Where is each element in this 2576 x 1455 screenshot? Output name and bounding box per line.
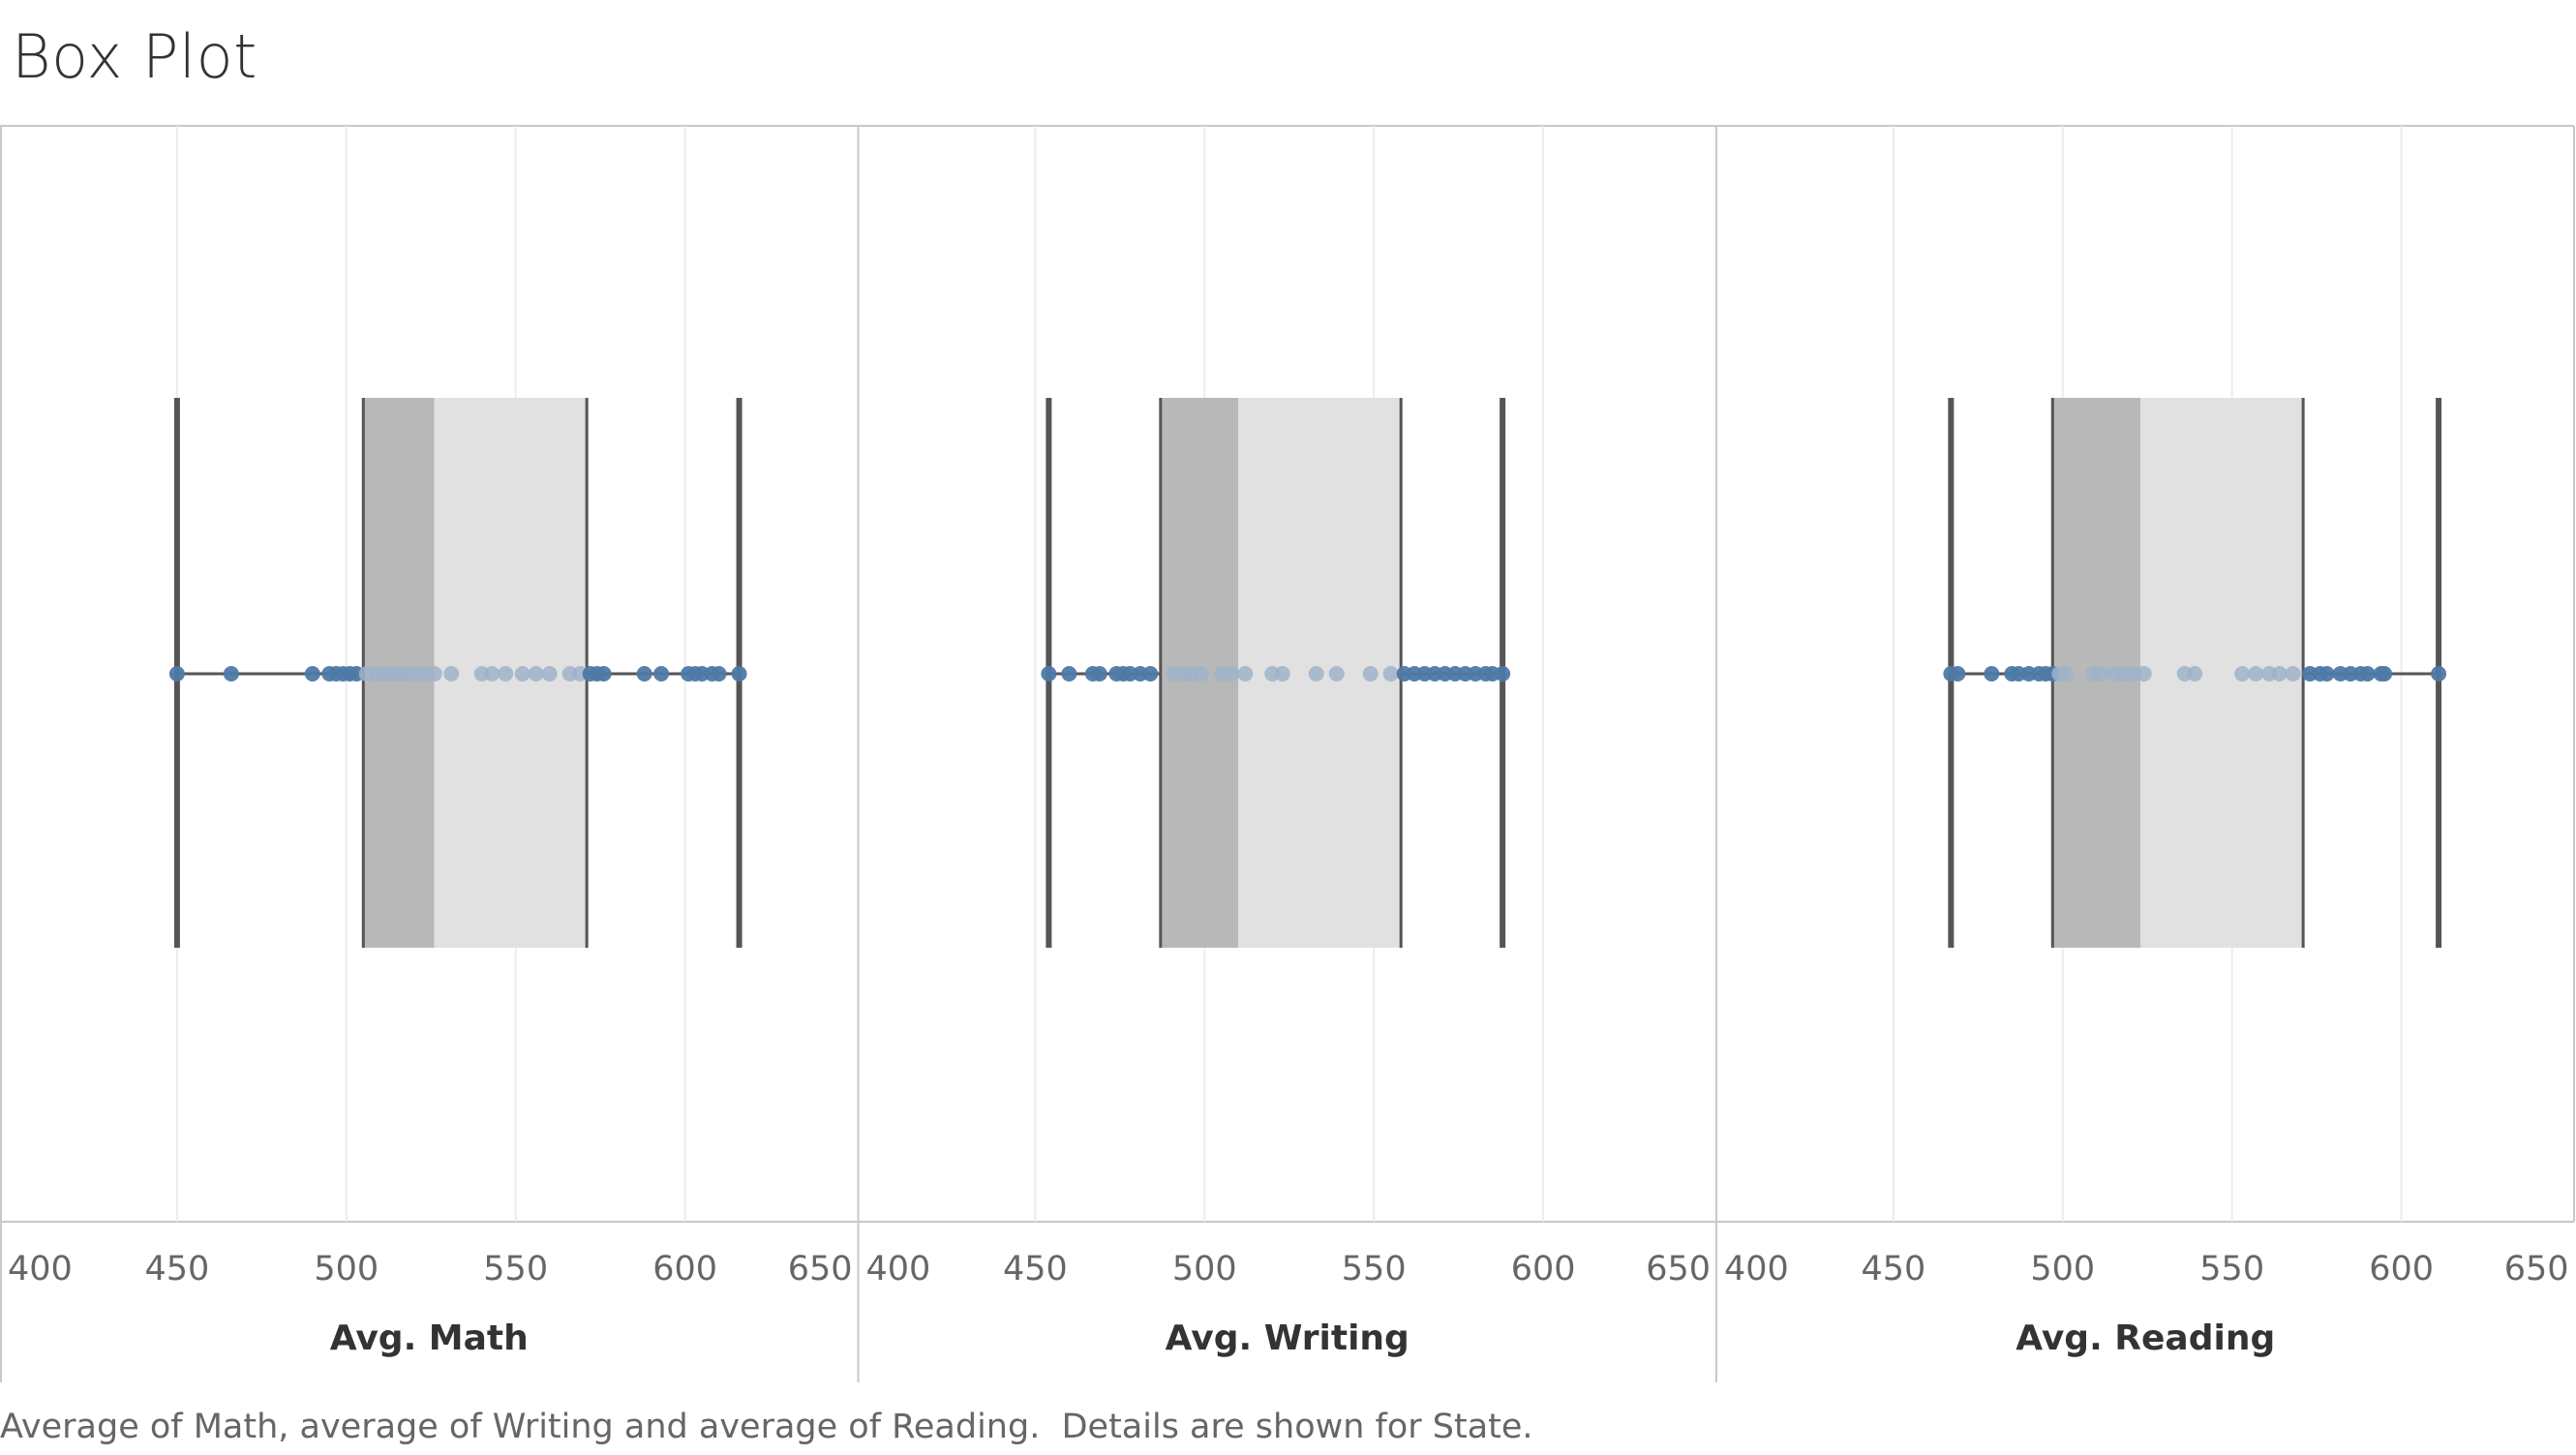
data-point bbox=[1091, 666, 1107, 682]
tick-label: 500 bbox=[314, 1250, 379, 1288]
data-point bbox=[1362, 666, 1379, 682]
tick-label: 600 bbox=[652, 1250, 717, 1288]
data-point bbox=[2058, 666, 2075, 682]
data-point bbox=[426, 666, 442, 682]
data-point bbox=[484, 666, 500, 682]
data-point bbox=[1274, 666, 1290, 682]
data-point bbox=[1061, 666, 1077, 682]
data-point bbox=[168, 666, 185, 682]
axis-label: Avg. Math bbox=[330, 1319, 529, 1358]
data-point bbox=[1984, 666, 2000, 682]
tick-label: 550 bbox=[483, 1250, 548, 1288]
tick-label: 600 bbox=[2369, 1250, 2434, 1288]
data-point bbox=[653, 666, 670, 682]
data-point bbox=[2187, 666, 2203, 682]
tick-label: 650 bbox=[1646, 1250, 1711, 1288]
axis-label: Avg. Writing bbox=[1166, 1319, 1409, 1358]
data-point bbox=[304, 666, 320, 682]
tick-label: 650 bbox=[788, 1250, 853, 1288]
data-point bbox=[2092, 666, 2108, 682]
chart-panels: 400 450 500 550 600 650 Avg. Math 400 450 500 550 6… bbox=[8, 126, 2569, 1382]
tick-label: 400 bbox=[1724, 1250, 1789, 1288]
tick-label: 450 bbox=[1861, 1250, 1925, 1288]
page-title: Box Plot bbox=[12, 21, 258, 92]
data-point bbox=[2248, 666, 2264, 682]
tick-label: 450 bbox=[1003, 1250, 1068, 1288]
data-point bbox=[514, 666, 530, 682]
box-plot-chart: 400 450 500 550 600 650 Avg. Math 400 450 500 550 6… bbox=[0, 125, 2575, 1382]
tick-label: 550 bbox=[2199, 1250, 2264, 1288]
data-point bbox=[1328, 666, 1345, 682]
data-point bbox=[711, 666, 727, 682]
data-point bbox=[541, 666, 558, 682]
data-point bbox=[595, 666, 612, 682]
data-point bbox=[2377, 666, 2393, 682]
data-point bbox=[1382, 666, 1399, 682]
tick-label: 600 bbox=[1511, 1250, 1576, 1288]
data-point bbox=[2318, 666, 2335, 682]
data-point bbox=[2271, 666, 2288, 682]
data-point bbox=[1193, 666, 1209, 682]
tick-label: 450 bbox=[144, 1250, 209, 1288]
data-point bbox=[1950, 666, 1966, 682]
data-point bbox=[1495, 666, 1511, 682]
panel-1: 400 450 500 550 600 650 Avg. Math bbox=[8, 126, 853, 1358]
panel-3: 400 450 500 550 600 650 Avg. Reading bbox=[1715, 126, 2569, 1382]
chart-caption: Average of Math, average of Writing and … bbox=[0, 1408, 1533, 1446]
data-point bbox=[636, 666, 652, 682]
data-point bbox=[2359, 666, 2376, 682]
tick-label: 400 bbox=[8, 1250, 73, 1288]
tick-label: 500 bbox=[1172, 1250, 1237, 1288]
tick-label: 400 bbox=[866, 1250, 931, 1288]
data-point bbox=[1308, 666, 1324, 682]
tick-label: 550 bbox=[1342, 1250, 1407, 1288]
data-point bbox=[1237, 666, 1254, 682]
data-point bbox=[1142, 666, 1159, 682]
data-point bbox=[443, 666, 460, 682]
tick-label: 500 bbox=[2030, 1250, 2095, 1288]
data-point bbox=[498, 666, 514, 682]
data-point bbox=[1041, 666, 1057, 682]
data-point bbox=[528, 666, 544, 682]
panel-2: 400 450 500 550 600 650 Avg. Writing bbox=[857, 126, 1711, 1382]
data-point bbox=[2136, 666, 2152, 682]
tick-label: 650 bbox=[2504, 1250, 2569, 1288]
axis-label: Avg. Reading bbox=[2015, 1319, 2275, 1358]
data-point bbox=[223, 666, 239, 682]
data-point bbox=[1224, 666, 1240, 682]
data-point bbox=[2431, 666, 2447, 682]
data-point bbox=[731, 666, 747, 682]
data-point bbox=[2234, 666, 2251, 682]
chart-frame bbox=[0, 125, 2575, 1382]
data-point bbox=[2285, 666, 2301, 682]
